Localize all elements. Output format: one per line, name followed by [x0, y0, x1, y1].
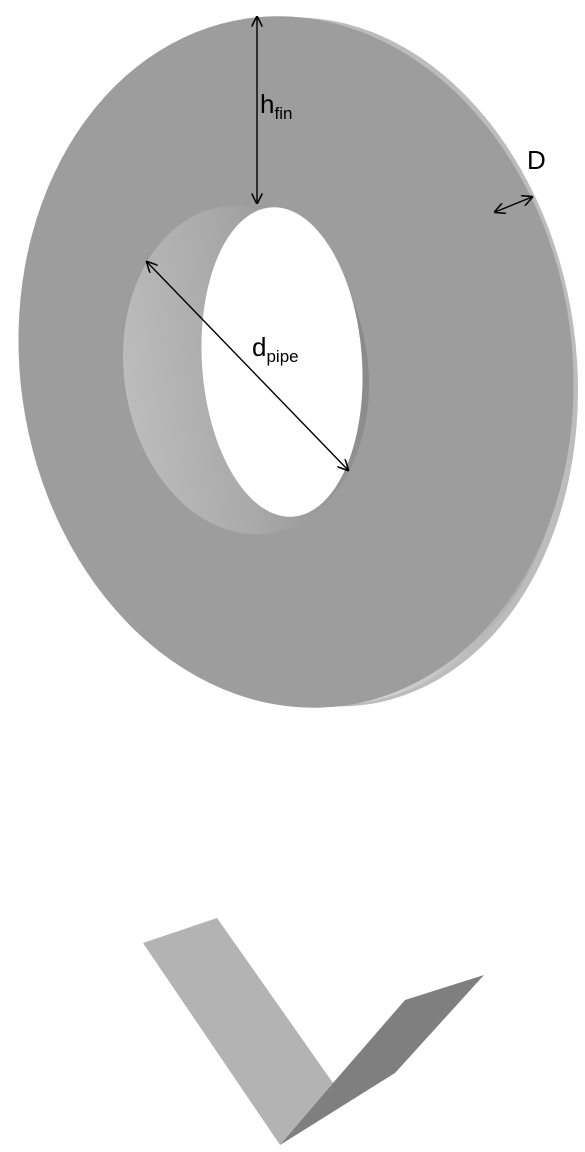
h-fin-label: hfin	[260, 89, 292, 123]
dimension-arrows	[147, 17, 532, 470]
segment-left-face	[143, 918, 333, 1145]
annular-fin	[18, 16, 578, 708]
d-pipe-label: dpipe	[252, 332, 299, 366]
thickness-d-label: D	[527, 145, 546, 175]
fin-segment-v	[143, 918, 484, 1145]
segment-right-face	[280, 975, 484, 1145]
thickness-d-arrow	[495, 197, 532, 212]
d-pipe-arrow	[147, 262, 348, 470]
